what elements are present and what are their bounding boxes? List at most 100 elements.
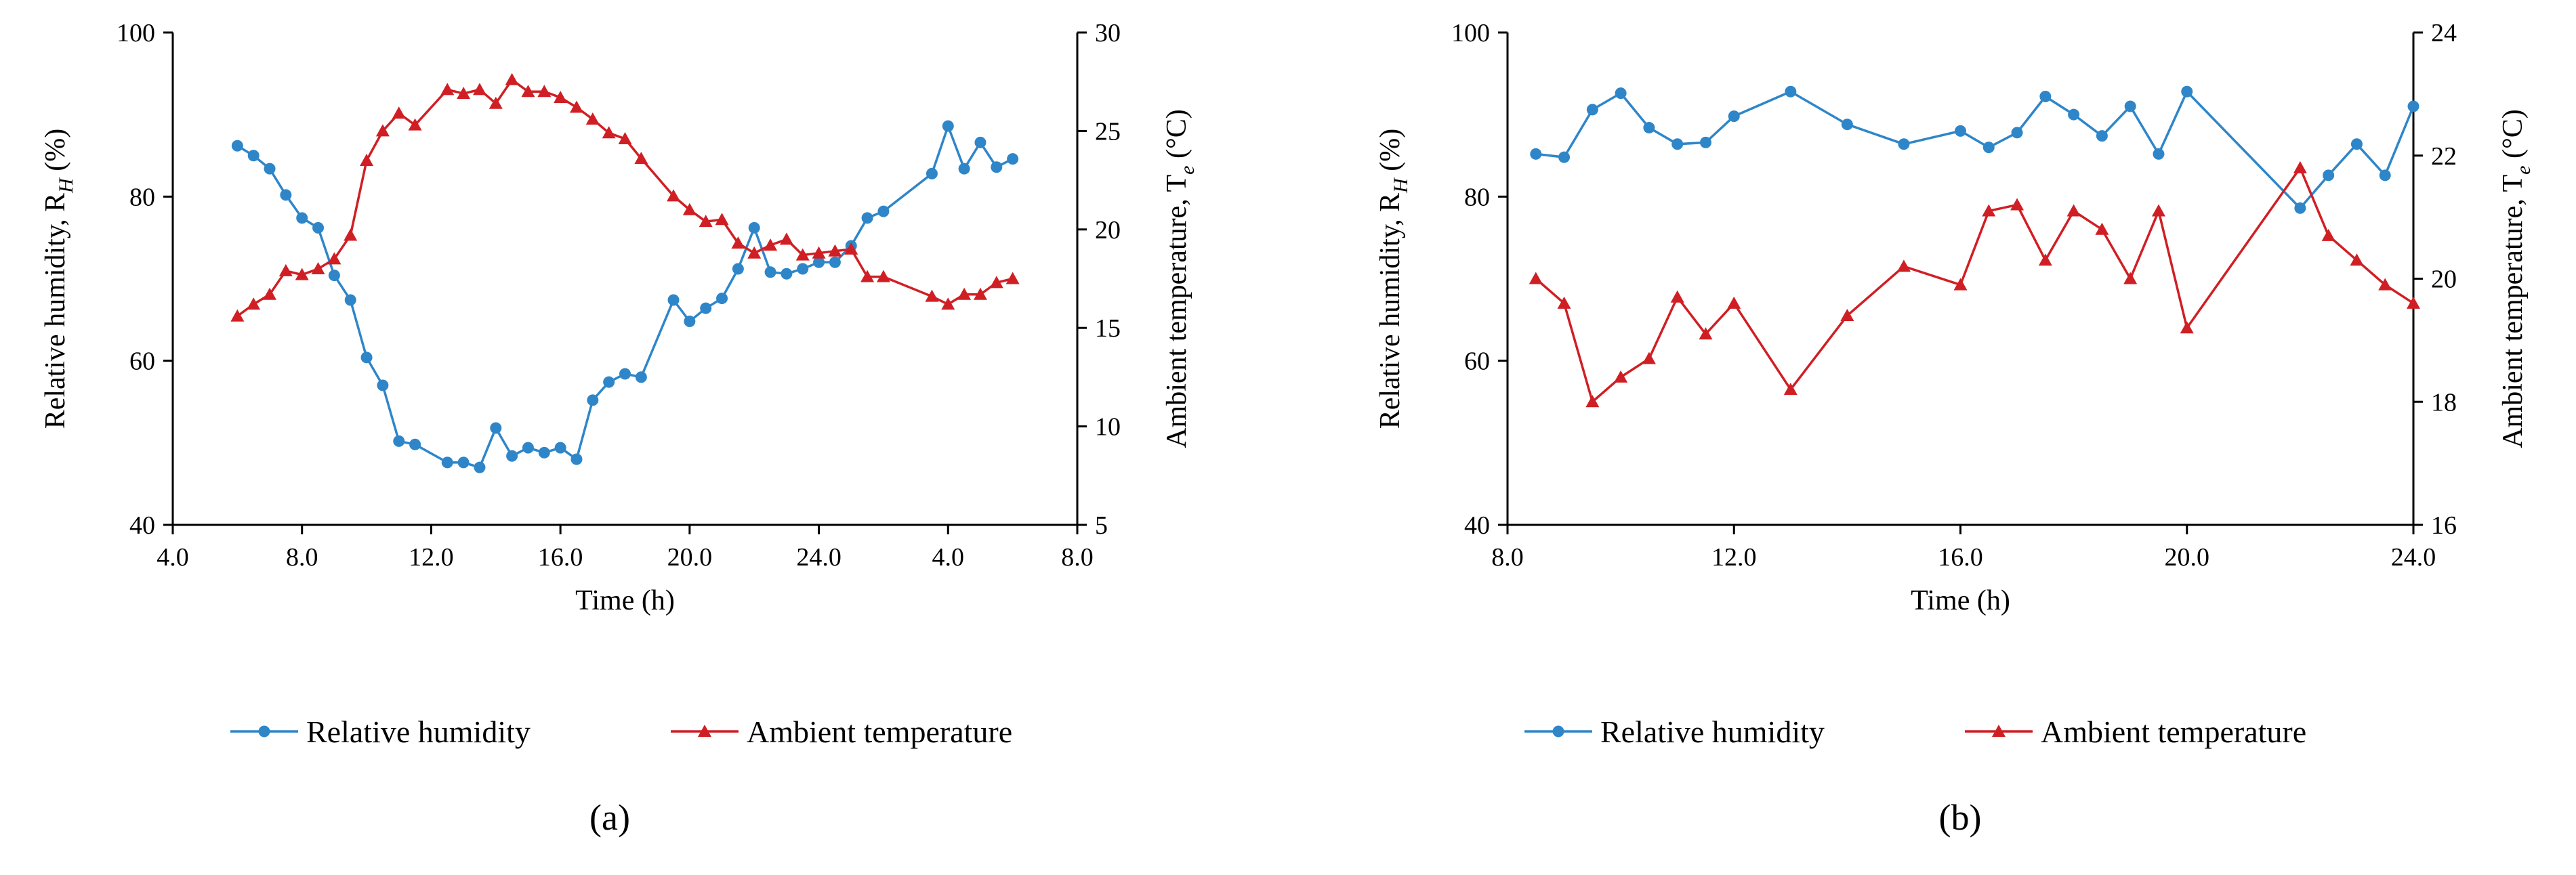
legend-marker-humidity bbox=[258, 725, 270, 738]
temperature-data-point bbox=[1727, 296, 1741, 309]
temperature-data-point bbox=[1783, 383, 1798, 396]
temperature-data-point bbox=[715, 213, 729, 226]
temperature-series-line bbox=[1535, 165, 2414, 404]
humidity-data-point bbox=[538, 446, 550, 458]
left-y-tick-label: 40 bbox=[1464, 511, 1490, 540]
humidity-data-point bbox=[667, 294, 680, 306]
temperature-data-point bbox=[989, 276, 1003, 289]
temperature-data-point bbox=[2066, 204, 2081, 217]
temperature-data-point bbox=[779, 232, 793, 245]
humidity-data-point bbox=[2323, 169, 2335, 182]
humidity-data-point bbox=[506, 450, 518, 462]
temperature-data-point bbox=[876, 270, 890, 282]
temperature-series-line bbox=[236, 78, 1014, 318]
panel-label: (a) bbox=[589, 797, 630, 838]
right-y-tick-label: 22 bbox=[2431, 142, 2457, 171]
humidity-data-point bbox=[603, 376, 615, 388]
legend-marker-temperature bbox=[1992, 725, 2006, 737]
humidity-data-point bbox=[797, 263, 809, 275]
humidity-data-point bbox=[974, 136, 986, 148]
temperature-data-point bbox=[764, 238, 778, 251]
temperature-data-point bbox=[263, 287, 277, 300]
left-y-axis-title-text: Relative humidity, R bbox=[1375, 193, 1406, 429]
temperature-data-point bbox=[1699, 327, 1713, 340]
temperature-data-point bbox=[521, 85, 535, 98]
x-tick-label: 16.0 bbox=[1938, 543, 1983, 572]
temperature-data-point bbox=[2038, 253, 2052, 266]
temperature-data-point bbox=[2151, 204, 2165, 217]
x-tick-label: 4.0 bbox=[932, 543, 965, 572]
legend-label-humidity: Relative humidity bbox=[1600, 714, 1825, 749]
temperature-data-point bbox=[2095, 222, 2109, 235]
humidity-data-point bbox=[474, 461, 486, 473]
humidity-data-point bbox=[1699, 136, 1711, 148]
right-y-tick-label: 25 bbox=[1095, 117, 1121, 146]
humidity-data-point bbox=[441, 456, 453, 469]
legend: Relative humidity Ambient temperature bbox=[230, 714, 1012, 749]
humidity-data-point bbox=[587, 394, 599, 406]
right-y-axis-title-text: Ambient temperature, T bbox=[2497, 175, 2529, 448]
temperature-data-point bbox=[795, 248, 810, 261]
temperature-data-point bbox=[2378, 278, 2392, 291]
x-axis-title: Time (h) bbox=[575, 585, 675, 616]
humidity-data-point bbox=[328, 270, 340, 282]
x-tick-label: 4.0 bbox=[157, 543, 189, 572]
temperature-data-point bbox=[1585, 395, 1600, 408]
x-tick-label: 8.0 bbox=[286, 543, 318, 572]
temperature-data-point bbox=[2010, 198, 2024, 211]
temperature-data-point bbox=[440, 83, 455, 95]
humidity-data-point bbox=[877, 205, 890, 217]
humidity-data-point bbox=[570, 453, 583, 465]
temperature-data-point bbox=[747, 246, 762, 259]
humidity-data-point bbox=[1615, 87, 1627, 100]
temperature-data-point bbox=[844, 242, 858, 255]
temperature-data-point bbox=[973, 287, 987, 300]
left-y-tick-label: 60 bbox=[1464, 347, 1490, 376]
humidity-data-point bbox=[1007, 153, 1019, 165]
humidity-data-point bbox=[377, 379, 389, 391]
right-y-tick-label: 10 bbox=[1095, 413, 1121, 442]
humidity-data-point bbox=[2181, 85, 2193, 98]
left-y-tick-label: 60 bbox=[129, 347, 155, 376]
temperature-data-point bbox=[2350, 253, 2364, 266]
left-y-axis-unit: (%) bbox=[40, 129, 71, 178]
temperature-data-point bbox=[1953, 278, 1968, 291]
temperature-data-point bbox=[957, 287, 972, 300]
humidity-data-point bbox=[1558, 151, 1571, 163]
temperature-data-point bbox=[1670, 290, 1684, 303]
right-y-tick-label: 15 bbox=[1095, 314, 1121, 343]
temperature-data-point bbox=[812, 246, 826, 259]
humidity-data-point bbox=[280, 189, 292, 201]
legend-label-humidity: Relative humidity bbox=[306, 714, 531, 749]
humidity-data-point bbox=[926, 167, 938, 179]
right-y-tick-label: 18 bbox=[2431, 388, 2457, 417]
temperature-data-point bbox=[392, 106, 406, 119]
humidity-data-point bbox=[813, 256, 825, 268]
humidity-data-point bbox=[781, 268, 793, 280]
humidity-data-point bbox=[312, 221, 325, 234]
humidity-data-point bbox=[1898, 138, 1910, 150]
temperature-data-point bbox=[828, 244, 842, 257]
humidity-data-point bbox=[344, 294, 356, 306]
humidity-data-point bbox=[2039, 91, 2052, 103]
left-y-axis-unit: (%) bbox=[1375, 129, 1406, 178]
right-y-axis-title: Ambient temperature, Te (°C) bbox=[2497, 109, 2535, 448]
humidity-data-point bbox=[2124, 100, 2136, 112]
right-y-axis-title-text: Ambient temperature, T bbox=[1161, 175, 1192, 448]
humidity-data-point bbox=[764, 266, 776, 278]
temperature-data-point bbox=[2123, 272, 2138, 284]
humidity-data-point bbox=[2153, 148, 2165, 160]
temperature-data-point bbox=[278, 263, 293, 276]
right-y-axis-subscript: e bbox=[1176, 166, 1199, 175]
temperature-data-point bbox=[489, 96, 503, 109]
right-y-axis-unit: (°C) bbox=[2497, 109, 2529, 165]
chart-panel-b: 8.0 12.0 16.0 20.0 24.0 40 60 80 100 16 18 20 22 24 Ti… bbox=[1375, 19, 2535, 838]
temperature-data-point bbox=[327, 252, 341, 265]
left-y-axis-subscript: H bbox=[55, 177, 77, 194]
temperature-data-point bbox=[554, 90, 568, 103]
temperature-data-point bbox=[1982, 204, 1996, 217]
humidity-data-point bbox=[700, 302, 712, 314]
humidity-data-point bbox=[457, 456, 470, 469]
right-y-tick-label: 30 bbox=[1095, 19, 1121, 47]
